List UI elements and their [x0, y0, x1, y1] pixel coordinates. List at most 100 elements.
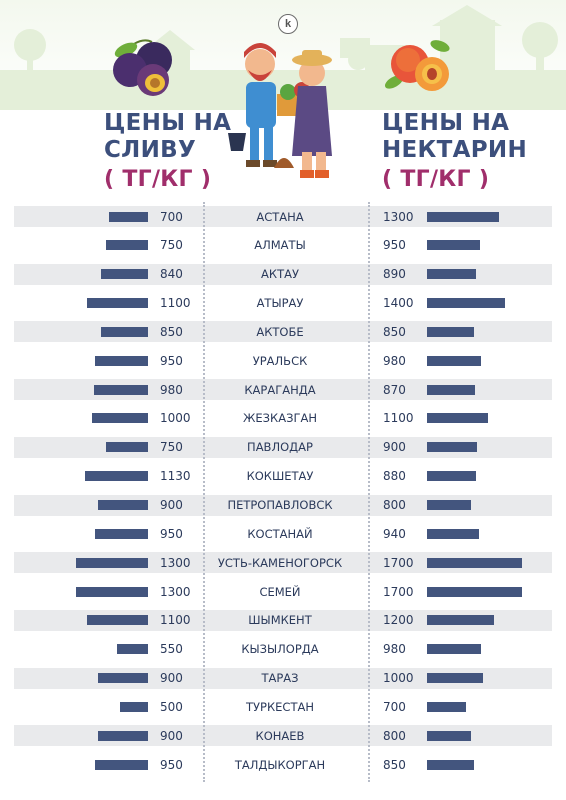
nectarine-price-label: 1700 — [383, 585, 414, 599]
nectarine-price-bar — [427, 702, 466, 712]
nectarine-price-bar — [427, 587, 522, 597]
nectarine-price-label: 1000 — [383, 671, 414, 685]
city-label: ШЫМКЕНТ — [248, 613, 312, 627]
logo-badge: k — [278, 14, 298, 34]
plum-price-bar — [98, 500, 148, 510]
nectarine-price-label: 880 — [383, 469, 406, 483]
nectarine-price-bar — [427, 269, 476, 279]
plum-price-title: ЦЕНЫ НА СЛИВУ ( ТГ/КГ ) — [104, 110, 231, 193]
nectarine-price-bar — [427, 356, 481, 366]
plum-price-bar — [76, 558, 148, 568]
row-stripe — [14, 206, 552, 227]
row-stripe — [14, 495, 552, 516]
plum-price-bar — [101, 269, 148, 279]
farmers-illustration — [228, 43, 332, 178]
nectarine-price-bar — [427, 500, 471, 510]
plum-price-label: 950 — [160, 527, 183, 541]
plum-price-bar — [101, 327, 148, 337]
plum-price-label: 850 — [160, 325, 183, 339]
city-label: КОСТАНАЙ — [247, 527, 313, 541]
plum-price-bar — [94, 385, 148, 395]
nectarine-price-label: 700 — [383, 700, 406, 714]
plum-price-bar — [120, 702, 148, 712]
city-label: КЫЗЫЛОРДА — [241, 642, 319, 656]
city-label: АКТОБЕ — [256, 325, 304, 339]
plum-price-label: 750 — [160, 440, 183, 454]
row-stripe — [14, 437, 552, 458]
city-label: АТЫРАУ — [256, 296, 304, 310]
plum-price-bar — [109, 212, 148, 222]
plum-price-label: 980 — [160, 383, 183, 397]
nectarine-price-label: 850 — [383, 325, 406, 339]
nectarine-price-label: 1100 — [383, 411, 414, 425]
plum-price-label: 840 — [160, 267, 183, 281]
left-dotted-divider — [203, 202, 205, 782]
city-label: КАРАГАНДА — [244, 383, 316, 397]
plum-price-label: 950 — [160, 758, 183, 772]
nectarine-price-label: 1700 — [383, 556, 414, 570]
nectarine-price-label: 890 — [383, 267, 406, 281]
nectarine-price-bar — [427, 644, 481, 654]
nectarine-price-bar — [427, 558, 522, 568]
plum-price-label: 900 — [160, 671, 183, 685]
nectarine-price-bar — [427, 442, 477, 452]
nectarine-price-bar — [427, 327, 474, 337]
nectarine-unit-label: ( ТГ/КГ ) — [382, 167, 490, 192]
plum-price-bar — [87, 298, 148, 308]
nectarine-title-line2: НЕКТАРИН — [382, 137, 528, 163]
nectarine-price-label: 980 — [383, 354, 406, 368]
nectarine-price-bar — [427, 471, 476, 481]
plum-price-label: 950 — [160, 354, 183, 368]
city-label: УРАЛЬСК — [252, 354, 308, 368]
plum-price-bar — [106, 442, 148, 452]
nectarine-price-bar — [427, 615, 494, 625]
nectarine-price-label: 870 — [383, 383, 406, 397]
farm-background-illustration — [0, 5, 566, 110]
plum-price-label: 1130 — [160, 469, 191, 483]
plum-price-bar — [95, 529, 148, 539]
city-label: СЕМЕЙ — [259, 585, 301, 599]
plum-price-label: 1300 — [160, 585, 191, 599]
nectarine-title-line1: ЦЕНЫ НА — [382, 110, 510, 136]
plum-price-label: 1100 — [160, 296, 191, 310]
nectarine-price-bar — [427, 298, 505, 308]
city-label: ЖЕЗКАЗГАН — [243, 411, 317, 425]
plum-price-label: 700 — [160, 210, 183, 224]
nectarine-price-bar — [427, 385, 475, 395]
plum-price-bar — [87, 615, 148, 625]
plum-price-bar — [98, 731, 148, 741]
nectarine-price-label: 850 — [383, 758, 406, 772]
plum-price-label: 750 — [160, 238, 183, 252]
city-label: ПЕТРОПАВЛОВСК — [227, 498, 333, 512]
nectarine-price-label: 950 — [383, 238, 406, 252]
city-label: КОНАЕВ — [255, 729, 305, 743]
nectarine-price-bar — [427, 529, 479, 539]
row-stripe — [14, 379, 552, 400]
nectarine-icon — [384, 40, 450, 91]
city-label: КОКШЕТАУ — [246, 469, 314, 483]
nectarine-price-label: 900 — [383, 440, 406, 454]
plum-price-bar — [98, 673, 148, 683]
plum-price-bar — [117, 644, 148, 654]
city-label: УСТЬ-КАМЕНОГОРСК — [217, 556, 343, 570]
nectarine-price-label: 1200 — [383, 613, 414, 627]
nectarine-price-label: 800 — [383, 729, 406, 743]
nectarine-price-label: 800 — [383, 498, 406, 512]
plum-price-bar — [85, 471, 148, 481]
city-label: АКТАУ — [261, 267, 299, 281]
plum-title-line1: ЦЕНЫ НА — [104, 110, 232, 136]
plum-icon — [113, 39, 172, 96]
nectarine-price-bar — [427, 413, 488, 423]
plum-price-label: 1300 — [160, 556, 191, 570]
nectarine-price-label: 1400 — [383, 296, 414, 310]
plum-price-label: 550 — [160, 642, 183, 656]
nectarine-price-label: 980 — [383, 642, 406, 656]
plum-title-line2: СЛИВУ — [104, 137, 196, 163]
nectarine-price-bar — [427, 240, 480, 250]
plum-price-bar — [95, 760, 148, 770]
nectarine-price-bar — [427, 760, 474, 770]
row-stripe — [14, 264, 552, 285]
nectarine-price-bar — [427, 212, 499, 222]
row-stripe — [14, 668, 552, 689]
